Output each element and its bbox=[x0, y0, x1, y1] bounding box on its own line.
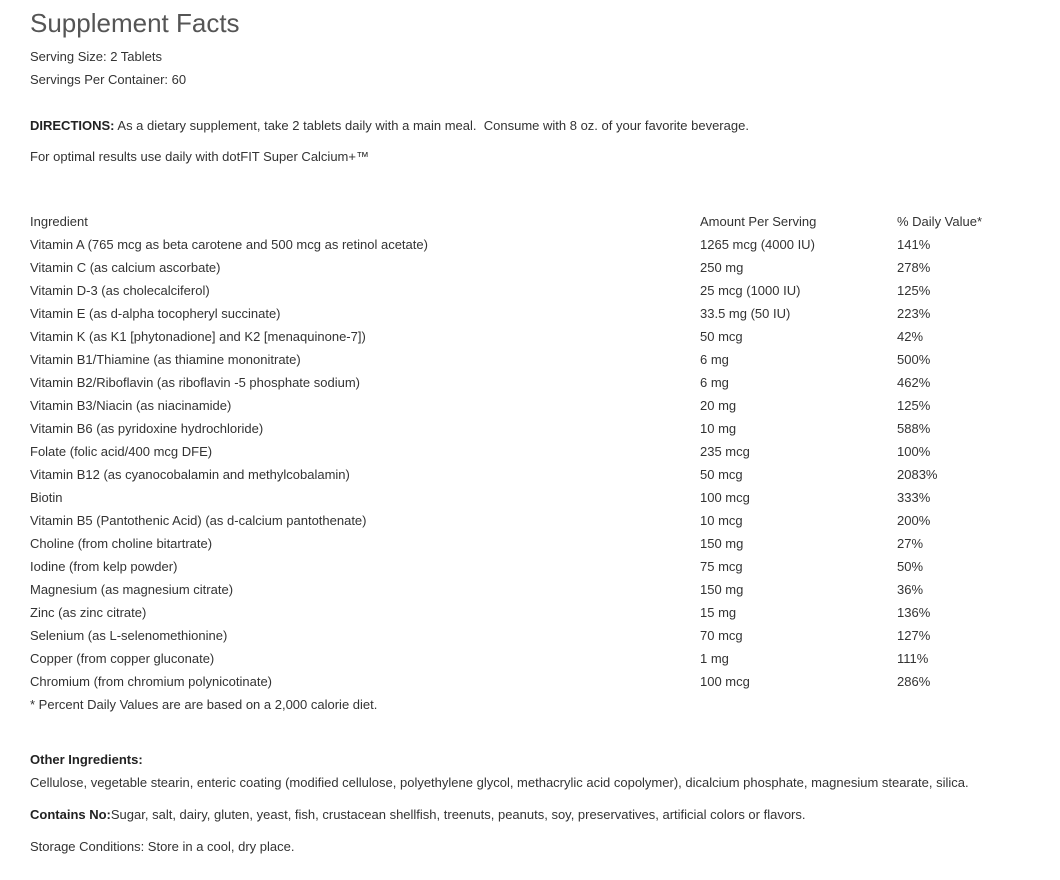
daily-value: 125% bbox=[897, 283, 931, 298]
amount: 10 mcg bbox=[700, 513, 743, 528]
amount: 15 mg bbox=[700, 605, 737, 620]
amount: 20 mg bbox=[700, 398, 737, 413]
title: Supplement Facts bbox=[30, 8, 240, 38]
directions-text: As a dietary supplement, take 2 tablets … bbox=[114, 118, 749, 133]
amount: 25 mcg (1000 IU) bbox=[700, 283, 801, 298]
ingredient: Vitamin E (as d-alpha tocopheryl succina… bbox=[30, 306, 281, 321]
amount: 70 mcg bbox=[700, 628, 743, 643]
daily-value: 2083% bbox=[897, 467, 938, 482]
daily-value: 462% bbox=[897, 375, 931, 390]
ingredient: Vitamin D-3 (as cholecalciferol) bbox=[30, 283, 210, 298]
amount: 100 mcg bbox=[700, 674, 750, 689]
footnote: * Percent Daily Values are are based on … bbox=[30, 697, 378, 712]
contains-no-label: Contains No: bbox=[30, 807, 111, 822]
column-header: % Daily Value* bbox=[897, 214, 983, 229]
ingredient: Choline (from choline bitartrate) bbox=[30, 536, 213, 551]
amount: 33.5 mg (50 IU) bbox=[700, 306, 791, 321]
amount: 50 mcg bbox=[700, 467, 743, 482]
amount: 150 mg bbox=[700, 582, 744, 597]
daily-value: 200% bbox=[897, 513, 931, 528]
servings-per-container: Servings Per Container: 60 bbox=[30, 72, 187, 87]
daily-value: 588% bbox=[897, 421, 931, 436]
label: Other Ingredients: bbox=[30, 752, 143, 767]
amount: 1 mg bbox=[700, 651, 729, 666]
amount: 1265 mcg (4000 IU) bbox=[700, 237, 815, 252]
contains-no-text: Sugar, salt, dairy, gluten, yeast, fish,… bbox=[110, 807, 806, 822]
daily-value: 27% bbox=[897, 536, 924, 551]
ingredient: Vitamin A (765 mcg as beta carotene and … bbox=[30, 237, 428, 252]
ingredient: Magnesium (as magnesium citrate) bbox=[30, 582, 234, 597]
directions: DIRECTIONS: As a dietary supplement, tak… bbox=[30, 117, 749, 135]
amount: 6 mg bbox=[700, 375, 729, 390]
daily-value: 500% bbox=[897, 352, 931, 367]
other-ingredients-label: Other Ingredients: bbox=[30, 751, 143, 769]
amount: 150 mg bbox=[700, 536, 744, 551]
ingredient: Vitamin B2/Riboflavin (as riboflavin -5 … bbox=[30, 375, 360, 390]
ingredient: Biotin bbox=[30, 490, 63, 505]
ingredient: Copper (from copper gluconate) bbox=[30, 651, 215, 666]
ingredient: Vitamin B3/Niacin (as niacinamide) bbox=[30, 398, 232, 413]
daily-value: 333% bbox=[897, 490, 931, 505]
serving-size: Serving Size: 2 Tablets bbox=[30, 49, 162, 64]
other-ingredients-text: Cellulose, vegetable stearin, enteric co… bbox=[30, 775, 969, 790]
ingredient: Vitamin K (as K1 [phytonadione] and K2 [… bbox=[30, 329, 366, 344]
amount: 235 mcg bbox=[700, 444, 750, 459]
daily-value: 125% bbox=[897, 398, 931, 413]
directions-label: DIRECTIONS: bbox=[30, 118, 115, 133]
ingredient: Iodine (from kelp powder) bbox=[30, 559, 178, 574]
daily-value: 141% bbox=[897, 237, 931, 252]
amount: 100 mcg bbox=[700, 490, 750, 505]
daily-value: 50% bbox=[897, 559, 924, 574]
ingredient: Vitamin C (as calcium ascorbate) bbox=[30, 260, 221, 275]
ingredient: Selenium (as L-selenomethionine) bbox=[30, 628, 228, 643]
daily-value: 100% bbox=[897, 444, 931, 459]
note: For optimal results use daily with dotFI… bbox=[30, 149, 369, 164]
amount: 10 mg bbox=[700, 421, 737, 436]
column-header: Ingredient bbox=[30, 214, 88, 229]
daily-value: 136% bbox=[897, 605, 931, 620]
ingredient: Folate (folic acid/400 mcg DFE) bbox=[30, 444, 213, 459]
amount: 50 mcg bbox=[700, 329, 743, 344]
daily-value: 42% bbox=[897, 329, 924, 344]
daily-value: 223% bbox=[897, 306, 931, 321]
ingredient: Zinc (as zinc citrate) bbox=[30, 605, 147, 620]
daily-value: 111% bbox=[897, 651, 929, 666]
amount: 6 mg bbox=[700, 352, 729, 367]
amount: 75 mcg bbox=[700, 559, 743, 574]
column-header: Amount Per Serving bbox=[700, 214, 817, 229]
daily-value: 286% bbox=[897, 674, 931, 689]
daily-value: 127% bbox=[897, 628, 931, 643]
contains-no: Contains No:Sugar, salt, dairy, gluten, … bbox=[30, 806, 806, 824]
ingredient: Vitamin B1/Thiamine (as thiamine mononit… bbox=[30, 352, 301, 367]
storage: Storage Conditions: Store in a cool, dry… bbox=[30, 839, 295, 854]
amount: 250 mg bbox=[700, 260, 744, 275]
ingredient: Vitamin B5 (Pantothenic Acid) (as d-calc… bbox=[30, 513, 367, 528]
ingredient: Vitamin B12 (as cyanocobalamin and methy… bbox=[30, 467, 350, 482]
ingredient: Chromium (from chromium polynicotinate) bbox=[30, 674, 273, 689]
daily-value: 278% bbox=[897, 260, 931, 275]
daily-value: 36% bbox=[897, 582, 924, 597]
ingredient: Vitamin B6 (as pyridoxine hydrochloride) bbox=[30, 421, 264, 436]
